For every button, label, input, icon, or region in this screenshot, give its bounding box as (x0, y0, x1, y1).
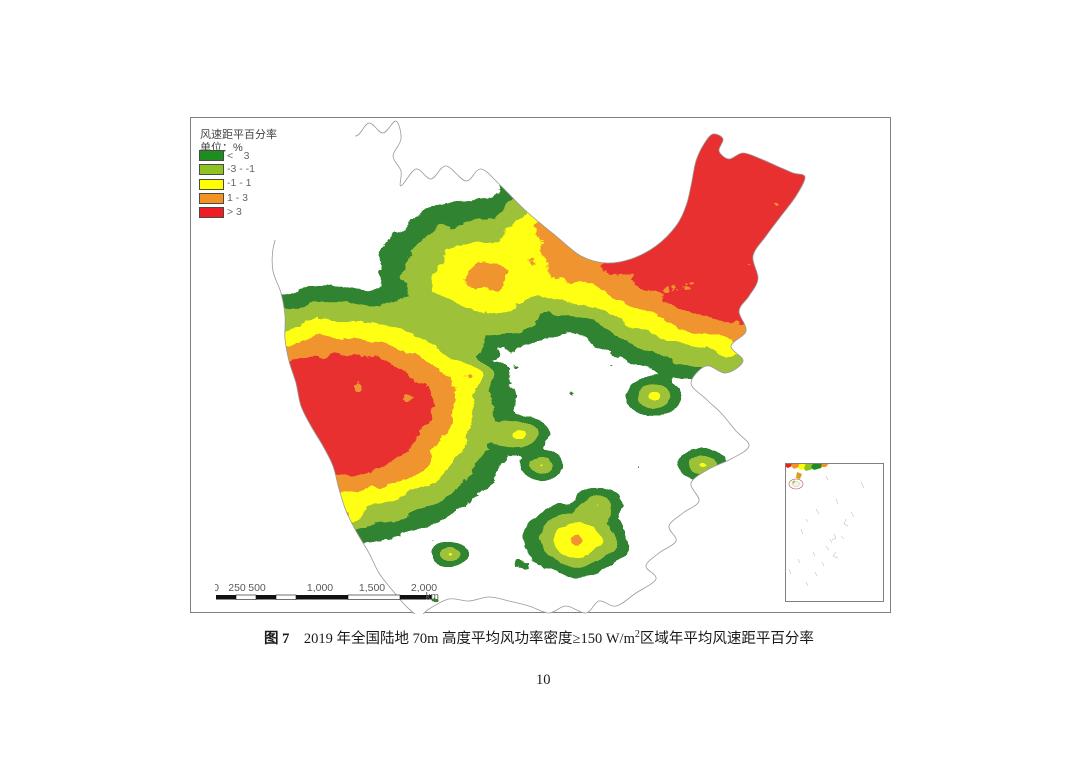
svg-text:1,000: 1,000 (307, 583, 333, 594)
svg-text:km: km (426, 592, 439, 603)
svg-text:250: 250 (228, 583, 246, 594)
svg-text:1,500: 1,500 (359, 583, 385, 594)
svg-text:0: 0 (215, 583, 219, 594)
svg-text:500: 500 (248, 583, 266, 594)
